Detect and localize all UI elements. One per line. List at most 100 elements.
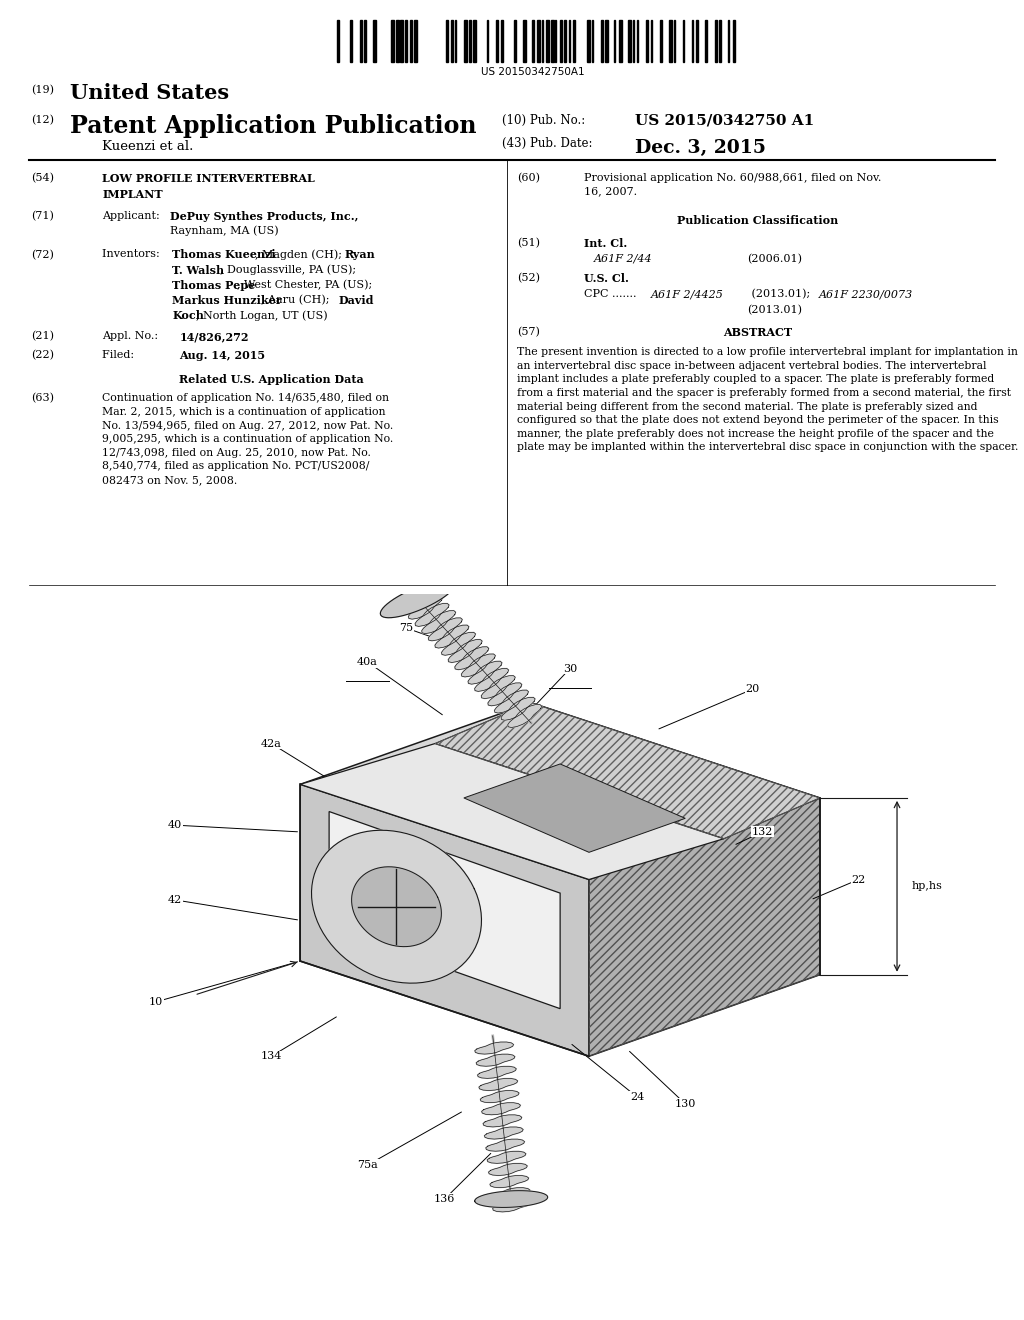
Bar	[651, 20, 652, 62]
Bar	[365, 20, 366, 62]
Text: (2006.01): (2006.01)	[748, 253, 803, 264]
Bar	[564, 20, 566, 62]
Polygon shape	[483, 1115, 522, 1127]
Polygon shape	[300, 702, 820, 879]
Bar	[469, 20, 471, 62]
Text: 24: 24	[630, 1092, 644, 1102]
Text: (12): (12)	[31, 115, 53, 125]
Polygon shape	[477, 1067, 516, 1078]
Polygon shape	[479, 1078, 518, 1090]
Bar	[560, 20, 562, 62]
Polygon shape	[485, 1139, 524, 1151]
Text: 14/826,272: 14/826,272	[179, 331, 249, 342]
Text: 42a: 42a	[261, 739, 282, 748]
Text: Appl. No.:: Appl. No.:	[102, 331, 162, 342]
Text: Inventors:: Inventors:	[102, 249, 164, 260]
Bar	[487, 20, 488, 62]
Bar	[359, 20, 361, 62]
Polygon shape	[481, 676, 515, 698]
Text: (2013.01);: (2013.01);	[748, 289, 813, 300]
Bar	[618, 20, 622, 62]
Text: (22): (22)	[31, 350, 53, 360]
Text: (54): (54)	[31, 173, 53, 183]
Text: United States: United States	[70, 83, 228, 103]
Text: 40: 40	[168, 820, 182, 830]
Bar	[523, 20, 526, 62]
Text: 22: 22	[851, 875, 865, 884]
Bar	[555, 20, 556, 62]
Polygon shape	[488, 1163, 527, 1176]
Text: 75: 75	[399, 623, 413, 634]
Bar	[587, 20, 590, 62]
Polygon shape	[441, 632, 475, 655]
Polygon shape	[476, 1055, 515, 1067]
Text: 30: 30	[562, 664, 577, 673]
Text: US 20150342750A1: US 20150342750A1	[480, 67, 585, 78]
Text: , West Chester, PA (US);: , West Chester, PA (US);	[238, 280, 373, 290]
Polygon shape	[493, 1200, 531, 1212]
Text: David: David	[338, 294, 374, 306]
Text: T. Walsh: T. Walsh	[172, 264, 224, 276]
Polygon shape	[462, 653, 496, 677]
Bar	[696, 20, 697, 62]
Bar	[350, 20, 352, 62]
Text: Ryan: Ryan	[344, 249, 375, 260]
Text: (51): (51)	[517, 238, 540, 248]
Bar	[400, 20, 402, 62]
Bar	[464, 20, 467, 62]
Bar	[719, 20, 721, 62]
Polygon shape	[475, 668, 509, 692]
Text: (57): (57)	[517, 327, 540, 338]
Bar	[683, 20, 684, 62]
Text: IMPLANT: IMPLANT	[102, 189, 163, 199]
Text: (72): (72)	[31, 249, 53, 260]
Text: , North Logan, UT (US): , North Logan, UT (US)	[196, 310, 328, 321]
Polygon shape	[380, 581, 455, 618]
Bar	[406, 20, 407, 62]
Text: Markus Hunziker: Markus Hunziker	[172, 294, 282, 306]
Polygon shape	[300, 743, 724, 879]
Bar	[542, 20, 543, 62]
Text: Related U.S. Application Data: Related U.S. Application Data	[179, 374, 364, 384]
Polygon shape	[475, 1041, 514, 1055]
Polygon shape	[508, 705, 542, 727]
Bar	[451, 20, 453, 62]
Text: U.S. Cl.: U.S. Cl.	[584, 273, 629, 284]
Bar	[373, 20, 376, 62]
Text: 20: 20	[745, 684, 760, 694]
Bar	[674, 20, 676, 62]
Bar	[446, 20, 447, 62]
Bar	[537, 20, 540, 62]
Text: Applicant:: Applicant:	[102, 211, 164, 222]
Polygon shape	[495, 690, 528, 713]
Polygon shape	[329, 812, 560, 1008]
Bar	[410, 20, 413, 62]
Polygon shape	[475, 1191, 548, 1208]
Polygon shape	[435, 702, 820, 838]
Polygon shape	[415, 603, 450, 627]
Bar	[706, 20, 707, 62]
Polygon shape	[487, 682, 522, 706]
Text: 42: 42	[168, 895, 182, 906]
Text: Publication Classification: Publication Classification	[677, 215, 839, 226]
Polygon shape	[489, 1176, 528, 1188]
Text: (71): (71)	[31, 211, 53, 222]
Polygon shape	[351, 867, 441, 946]
Bar	[601, 20, 603, 62]
Text: A61F 2/4425: A61F 2/4425	[651, 289, 724, 300]
Polygon shape	[492, 1188, 530, 1200]
Polygon shape	[409, 597, 442, 619]
Polygon shape	[300, 784, 589, 1056]
Text: 132: 132	[752, 826, 773, 837]
Text: (10) Pub. No.:: (10) Pub. No.:	[502, 114, 585, 127]
Text: Raynham, MA (US): Raynham, MA (US)	[170, 226, 279, 236]
Bar	[592, 20, 593, 62]
Bar	[573, 20, 575, 62]
Text: Continuation of application No. 14/635,480, filed on
Mar. 2, 2015, which is a co: Continuation of application No. 14/635,4…	[102, 393, 393, 484]
Bar	[532, 20, 534, 62]
Text: LOW PROFILE INTERVERTEBRAL: LOW PROFILE INTERVERTEBRAL	[102, 173, 315, 183]
Bar	[633, 20, 634, 62]
Text: CPC .......: CPC .......	[584, 289, 640, 300]
Text: Kueenzi et al.: Kueenzi et al.	[102, 140, 194, 153]
Text: The present invention is directed to a low profile intervertebral implant for im: The present invention is directed to a l…	[517, 347, 1019, 453]
